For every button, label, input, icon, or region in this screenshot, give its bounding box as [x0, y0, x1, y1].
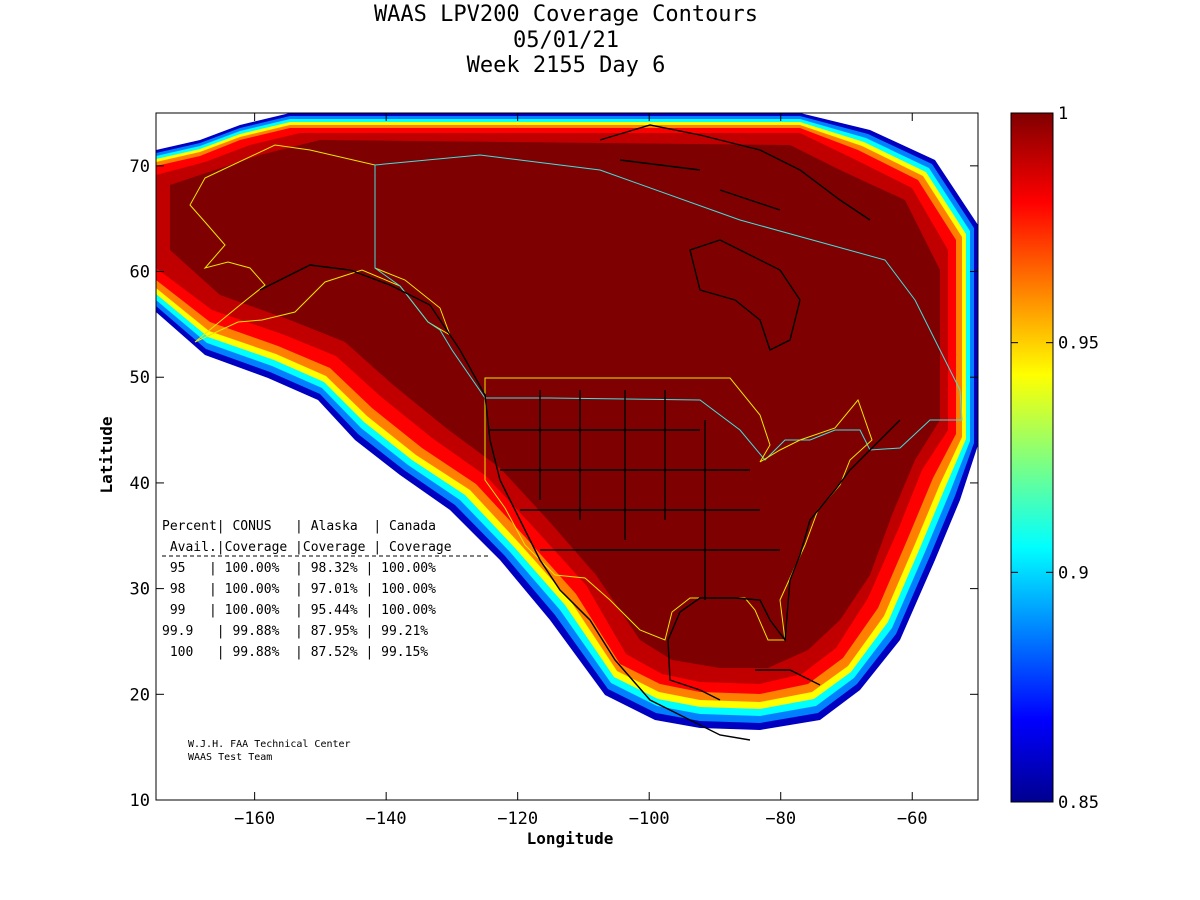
y-tick-label: 50 [130, 368, 150, 388]
us-state-grid [490, 390, 780, 600]
x-axis-ticks: −160 −140 −120 −100 −80 −60 [234, 113, 928, 829]
y-tick-label: 70 [130, 157, 150, 177]
cuba [755, 669, 821, 686]
colorbar-tick-label: 0.85 [1058, 793, 1099, 813]
colorbar-tick-label: 0.9 [1058, 563, 1089, 583]
table-row: 99.9 | 99.88% | 87.95% | 99.21% [162, 624, 428, 639]
title-line-2: 05/01/21 [513, 28, 619, 53]
plot-frame [155, 112, 979, 801]
x-tick-label: −140 [366, 809, 407, 829]
y-tick-label: 30 [130, 580, 150, 600]
x-tick-label: −60 [897, 809, 928, 829]
title-line-1: WAAS LPV200 Coverage Contours [373, 2, 759, 27]
title-line-3: Week 2155 Day 6 [466, 53, 666, 78]
table-row: 100 | 99.88% | 87.52% | 99.15% [162, 645, 428, 660]
pacific-coast [259, 264, 751, 741]
arctic-islands [599, 124, 871, 221]
y-tick-label: 40 [130, 474, 150, 494]
coverage-table: Percent| CONUS | Alaska | Canada Avail.|… [162, 519, 490, 660]
credit-line-2: WAAS Test Team [188, 752, 272, 763]
x-tick-label: −160 [234, 809, 275, 829]
coverage-contours [156, 113, 978, 730]
table-row: 95 | 100.00% | 98.32% | 100.00% [162, 561, 436, 576]
service-boundaries [189, 144, 963, 641]
y-axis-label: Latitude [97, 416, 116, 493]
colorbar-tick-label: 0.95 [1058, 334, 1099, 354]
table-row: 98 | 100.00% | 97.01% | 100.00% [162, 582, 436, 597]
y-tick-label: 10 [130, 791, 150, 811]
x-axis-label: Longitude [527, 829, 614, 848]
y-tick-label: 60 [130, 263, 150, 283]
table-row: 99 | 100.00% | 95.44% | 100.00% [162, 603, 436, 618]
conus-boundary [484, 377, 873, 641]
atlantic-gulf-coast [667, 419, 901, 701]
colorbar [1010, 112, 1054, 803]
credit-line-1: W.J.H. FAA Technical Center [188, 739, 351, 750]
y-tick-label: 20 [130, 685, 150, 705]
y-axis-ticks: 10 20 30 40 50 60 70 [130, 157, 978, 811]
hudson-bay [689, 239, 801, 351]
x-tick-label: −100 [629, 809, 670, 829]
table-header-2: Avail.|Coverage |Coverage | Coverage [162, 540, 452, 555]
colorbar-ticks: 1 0.95 0.9 0.85 [1011, 104, 1099, 813]
colorbar-tick-label: 1 [1058, 104, 1068, 124]
x-tick-label: −120 [497, 809, 538, 829]
table-header-1: Percent| CONUS | Alaska | Canada [162, 519, 436, 534]
x-tick-label: −80 [765, 809, 796, 829]
canada-boundary [374, 154, 963, 461]
coastlines [259, 124, 901, 741]
